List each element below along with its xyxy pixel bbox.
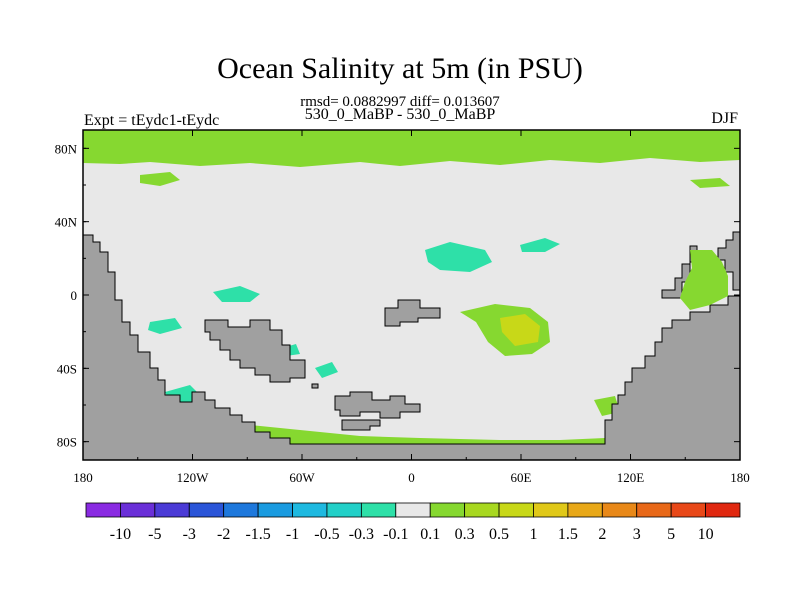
colorbar-swatch <box>636 502 672 518</box>
y-tick-label: 80N <box>55 141 78 156</box>
negative-patch <box>425 242 492 272</box>
negative-patch <box>148 318 182 334</box>
colorbar: -10 -5 -3 -2 -1.5 -1 -0.5 -0.3 -0.1 0.1 0.3 0.5 1 1.5… <box>85 502 741 543</box>
colorbar-label: 10 <box>698 526 714 543</box>
colorbar-label: 5 <box>667 526 675 543</box>
colorbar-swatch <box>395 502 431 518</box>
x-tick-label: 180 <box>73 470 93 485</box>
axis-ticks: 180 120W 60W 0 60E 120E 180 80N 40N 0 40S 80S <box>55 130 750 485</box>
colorbar-swatch <box>429 502 466 518</box>
colorbar-swatch <box>85 502 121 518</box>
land-island <box>384 299 441 327</box>
x-tick-label: 120W <box>177 470 210 485</box>
y-tick-label: 40N <box>55 215 78 230</box>
colorbar-label: -0.3 <box>349 526 374 543</box>
colorbar-swatch <box>705 502 741 518</box>
land-island <box>334 391 421 419</box>
colorbar-label: -10 <box>110 526 131 543</box>
colorbar-label: 0.5 <box>489 526 509 543</box>
positive-blob-core <box>500 314 540 346</box>
colorbar-swatch <box>464 502 500 518</box>
colorbar-swatch <box>567 502 603 518</box>
colorbar-label: -0.5 <box>314 526 339 543</box>
experiment-label: Expt = tEydc1-tEydc <box>84 112 220 129</box>
colorbar-swatch <box>670 502 706 518</box>
land-central-block <box>204 319 306 383</box>
arctic-positive-patch <box>690 178 730 188</box>
colorbar-label: 0.3 <box>455 526 475 543</box>
chart-title: Ocean Salinity at 5m (in PSU) <box>217 52 583 85</box>
y-tick-label: 40S <box>57 361 77 376</box>
arctic-positive-band <box>83 130 740 167</box>
y-tick-label: 80S <box>57 435 77 450</box>
colorbar-swatch <box>223 502 259 518</box>
colorbar-swatch <box>154 502 190 518</box>
period-label: 530_0_MaBP - 530_0_MaBP <box>304 106 496 123</box>
colorbar-label: -3 <box>183 526 196 543</box>
colorbar-swatch <box>257 502 293 518</box>
colorbar-swatch <box>601 502 638 518</box>
colorbar-swatch <box>533 502 569 518</box>
colorbar-label: 0.1 <box>420 526 440 543</box>
land-western-continent <box>82 234 741 461</box>
negative-patch <box>520 238 560 252</box>
negative-patch <box>213 286 260 302</box>
y-tick-label: 0 <box>71 288 78 303</box>
colorbar-swatch <box>498 502 534 518</box>
land-island <box>311 383 319 389</box>
colorbar-label: -0.1 <box>383 526 408 543</box>
x-tick-label: 60W <box>289 470 315 485</box>
colorbar-label: -1 <box>286 526 299 543</box>
arctic-positive-patch <box>140 172 180 186</box>
colorbar-swatch <box>326 502 362 518</box>
season-label: DJF <box>711 110 738 127</box>
southern-positive-band <box>250 425 605 444</box>
x-tick-label: 180 <box>730 470 750 485</box>
colorbar-label: -2 <box>217 526 230 543</box>
colorbar-swatch <box>120 502 156 518</box>
colorbar-label: 1.5 <box>558 526 578 543</box>
eastern-positive-patch <box>680 250 728 310</box>
land-island <box>341 419 381 431</box>
colorbar-label: -1.5 <box>245 526 270 543</box>
colorbar-swatch <box>188 502 225 518</box>
x-tick-label: 60E <box>511 470 532 485</box>
colorbar-label: -5 <box>148 526 161 543</box>
colorbar-label: 3 <box>633 526 641 543</box>
negative-patch <box>315 362 338 378</box>
colorbar-swatch <box>360 502 397 518</box>
x-tick-label: 0 <box>408 470 415 485</box>
stats-line: rmsd= 0.0882997 diff= 0.013607 <box>300 94 500 110</box>
x-tick-label: 120E <box>617 470 645 485</box>
colorbar-label: 1 <box>529 526 537 543</box>
colorbar-label: 2 <box>598 526 606 543</box>
colorbar-swatch <box>292 502 328 518</box>
